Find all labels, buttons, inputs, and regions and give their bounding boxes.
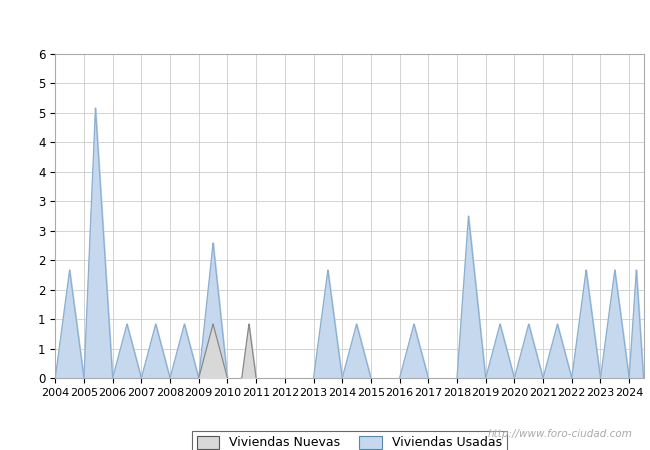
Text: Valdescorriel - Evolucion del Nº de Transacciones Inmobiliarias: Valdescorriel - Evolucion del Nº de Tran… bbox=[96, 16, 554, 31]
Text: http://www.foro-ciudad.com: http://www.foro-ciudad.com bbox=[488, 429, 632, 439]
Legend: Viviendas Nuevas, Viviendas Usadas: Viviendas Nuevas, Viviendas Usadas bbox=[192, 431, 507, 450]
